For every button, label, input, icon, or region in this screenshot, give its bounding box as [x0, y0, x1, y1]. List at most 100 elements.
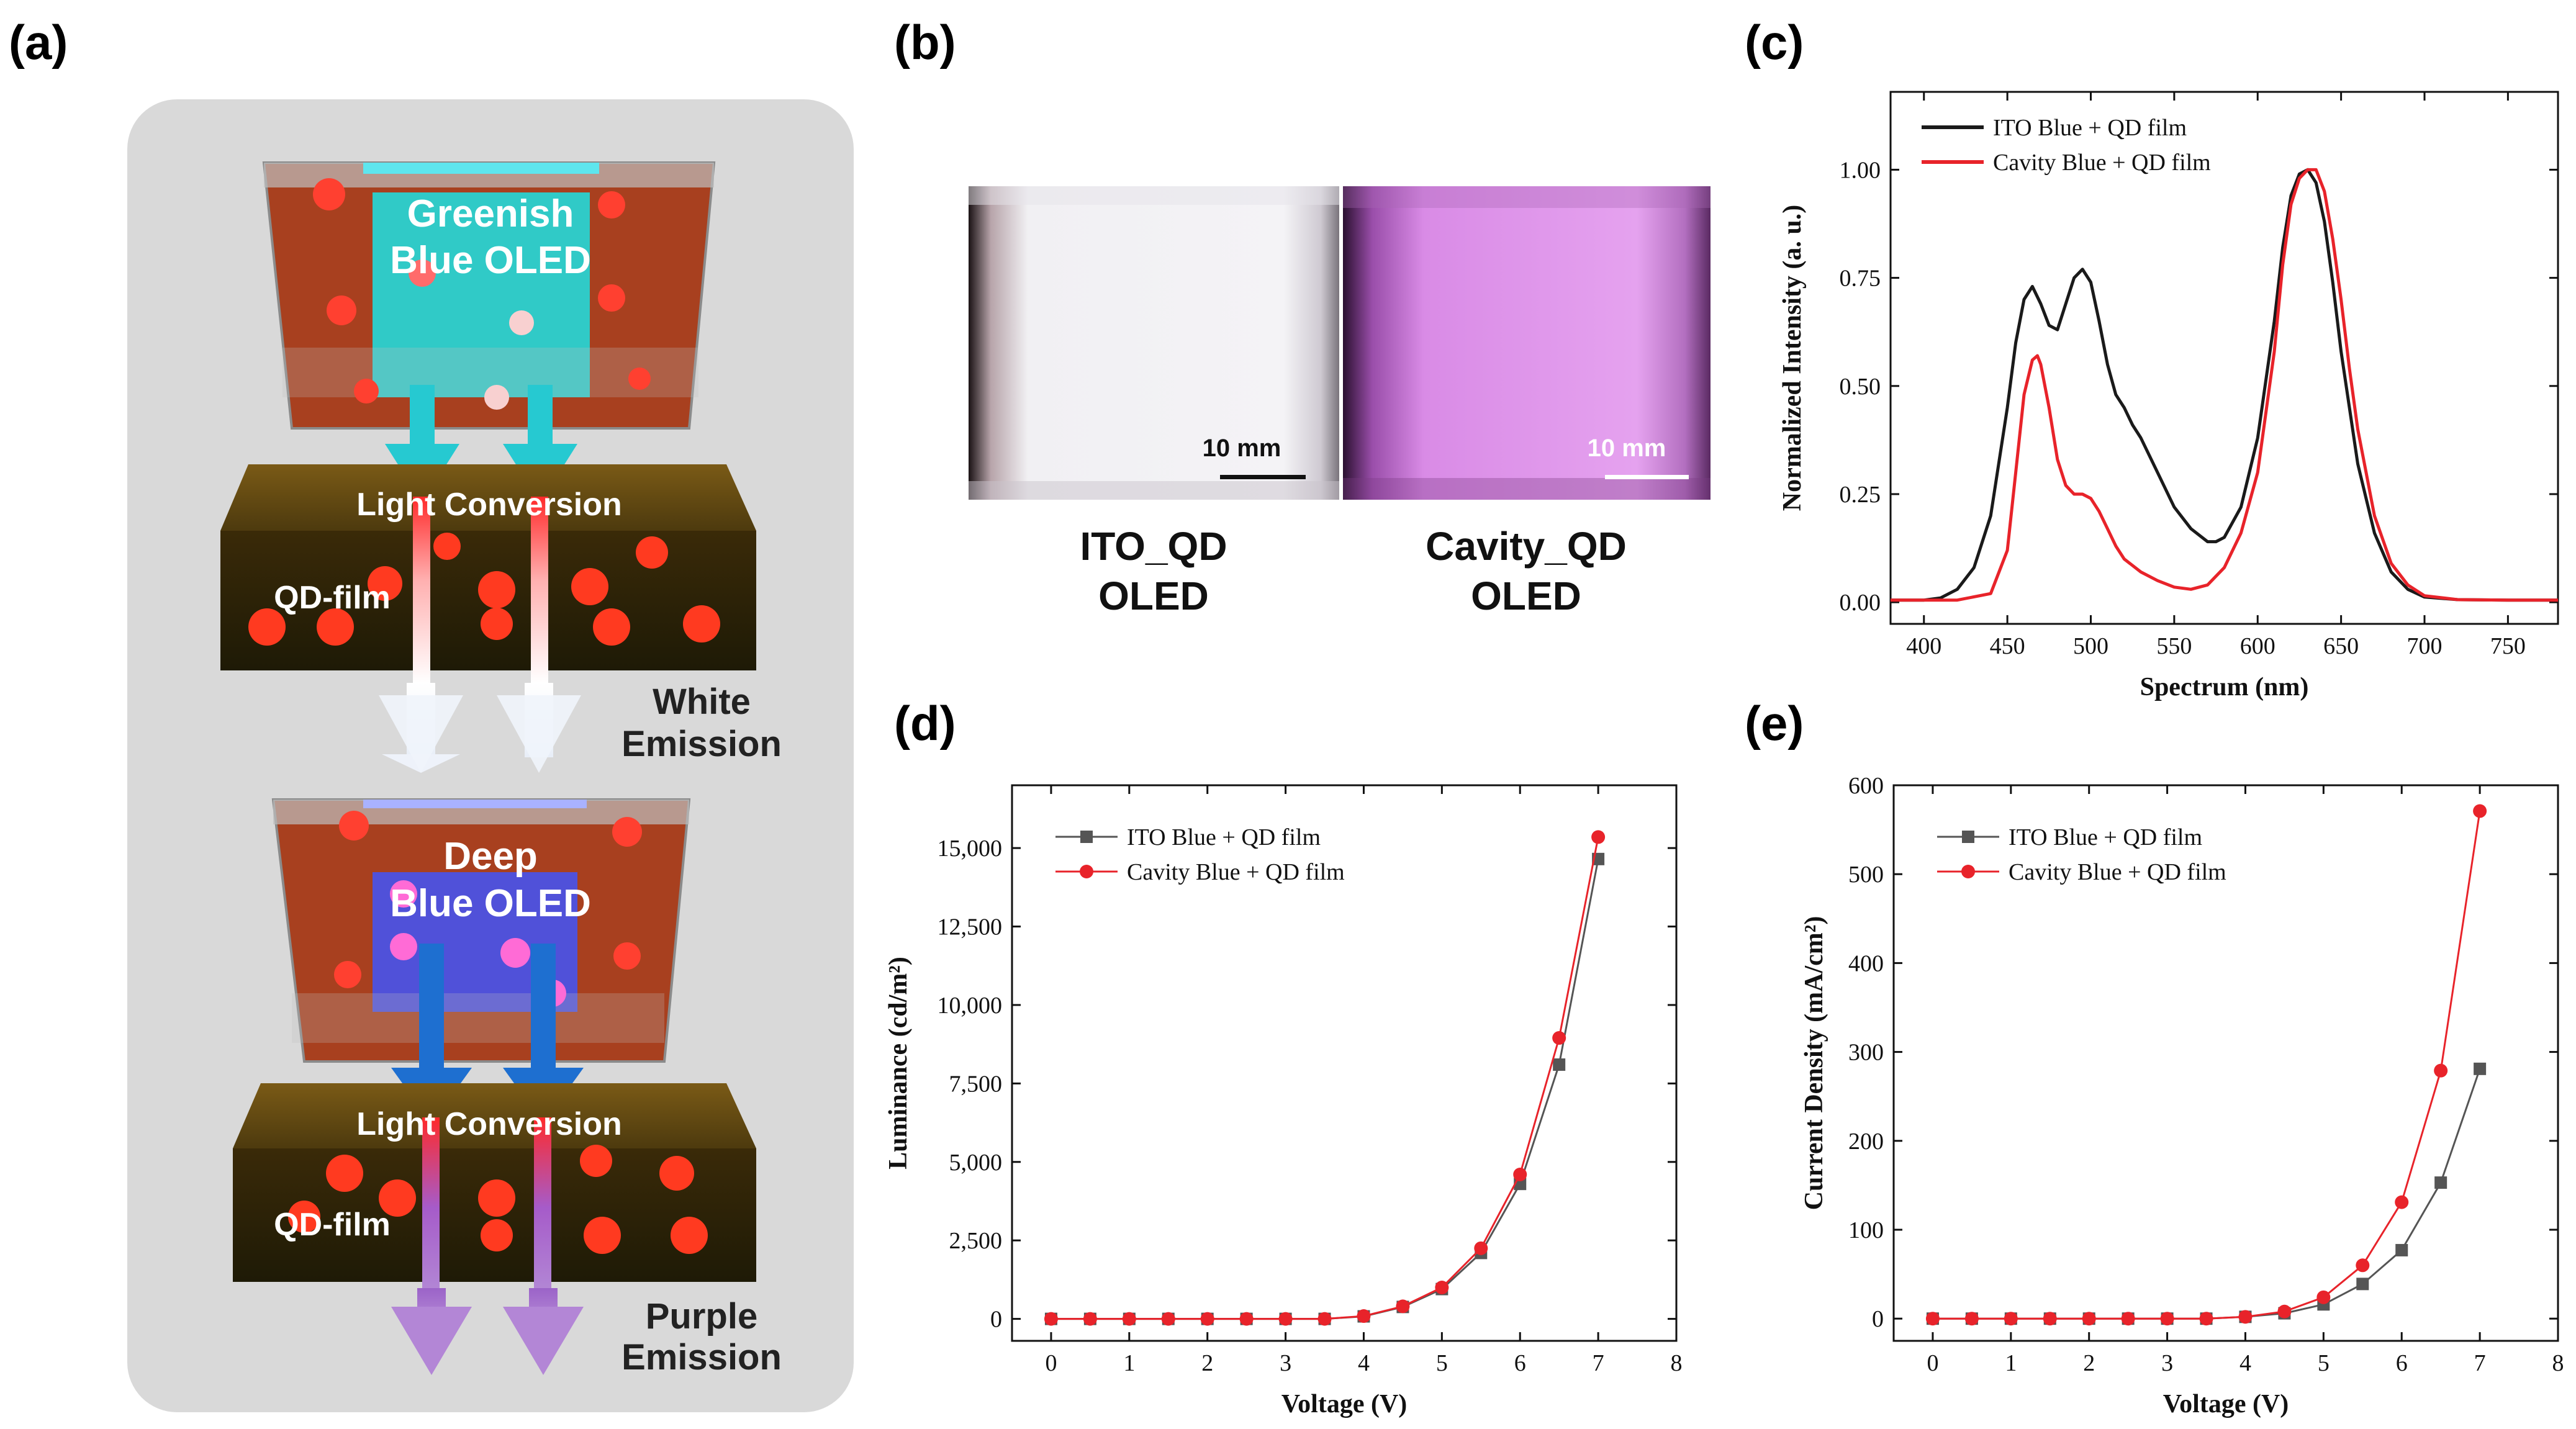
data-point-cavity: [2434, 1063, 2448, 1078]
x-tick-label: 4: [1358, 1350, 1370, 1376]
x-tick-label: 1: [1123, 1350, 1135, 1376]
series-line-ito: [1932, 1068, 2481, 1320]
data-point-cavity: [2277, 1304, 2292, 1319]
y-tick-label: 500: [1848, 862, 1884, 888]
x-tick-label: 5: [1436, 1350, 1448, 1376]
data-point-cavity: [1357, 1309, 1371, 1323]
y-tick-label: 0.50: [1840, 374, 1881, 400]
white-emission-line1: White: [653, 682, 751, 722]
x-tick-label: 750: [2490, 633, 2526, 659]
data-point-cavity: [2473, 804, 2487, 818]
data-point-cavity: [1964, 1312, 1979, 1326]
series-line-cavity: [1932, 811, 2481, 1320]
schematic-panel: Greenish Blue OLED Light Conve: [127, 99, 854, 1412]
data-point-cavity: [2395, 1195, 2409, 1209]
data-point-cavity: [2238, 1310, 2253, 1324]
ito-scale-text: 10 mm: [1203, 435, 1281, 462]
y-axis-label: Luminance (cd/m²): [884, 957, 913, 1170]
y-tick-label: 15,000: [938, 836, 1003, 862]
data-point-cavity: [2160, 1312, 2174, 1326]
legend-label: Cavity Blue + QD film: [2009, 859, 2226, 885]
x-tick-label: 700: [2407, 633, 2443, 659]
data-point-cavity: [2316, 1290, 2331, 1304]
x-tick-label: 500: [2073, 633, 2108, 659]
x-tick-label: 8: [2552, 1350, 2564, 1376]
y-axis-label: Current Density (mA/cm²): [1800, 916, 1828, 1210]
y-tick-label: 7,500: [949, 1071, 1003, 1097]
x-tick-label: 450: [1990, 633, 2025, 659]
legend-marker: [1961, 865, 1975, 878]
cavity-scale-text: 10 mm: [1588, 435, 1666, 462]
legend-label: Cavity Blue + QD film: [1127, 859, 1345, 885]
cavity-qd-oled-photo: 10 mm: [1343, 186, 1711, 500]
data-point-ito: [2356, 1278, 2369, 1291]
purple-emission-line1: Purple: [646, 1296, 758, 1337]
panel-label-e: (e): [1745, 696, 1804, 751]
greenish-blue-oled-device: Greenish Blue OLED: [262, 161, 716, 430]
current-density-chart: 0 1 2 3 4 5 6 7 8 0 100 200 300 400 500 600 Voltage (V) C…: [1800, 773, 2564, 1418]
bottom-qd-film: Light Conversion QD-film: [233, 1083, 756, 1297]
legend-label: ITO Blue + QD film: [2009, 824, 2202, 850]
series-line-cavity: [1891, 168, 2558, 602]
data-point-cavity: [1278, 1312, 1293, 1326]
luminance-chart: 0 1 2 3 4 5 6 7 8 0 2,500 5,000 7,500 10,000 12,500 15,…: [884, 784, 1683, 1418]
legend-label: ITO Blue + QD film: [1127, 824, 1321, 850]
cavity-caption-line2: OLED: [1471, 574, 1581, 618]
data-point-ito: [2395, 1243, 2408, 1256]
x-tick-label: 6: [2396, 1350, 2408, 1376]
y-tick-label: 0.75: [1840, 266, 1881, 292]
x-tick-label: 8: [1671, 1350, 1683, 1376]
cavity-scale-bar: [1605, 475, 1689, 479]
x-tick-label: 2: [1201, 1350, 1213, 1376]
panel-label-b: (b): [894, 15, 956, 70]
data-point-cavity: [1083, 1312, 1097, 1326]
data-point-cavity: [1396, 1299, 1410, 1314]
y-tick-label: 12,500: [938, 914, 1003, 940]
y-tick-label: 100: [1848, 1217, 1884, 1243]
y-axis-label: Normalized Intensity (a. u.): [1778, 205, 1807, 511]
ito-caption-line2: OLED: [1098, 574, 1209, 618]
bottom-device-line1: Deep: [443, 835, 538, 878]
y-tick-label: 0.00: [1840, 590, 1881, 616]
top-qd-film: Light Conversion QD-film: [220, 464, 756, 683]
legend-label: Cavity Blue + QD film: [1993, 150, 2211, 176]
top-film-label: QD-film: [274, 580, 391, 616]
data-point-ito: [2474, 1062, 2487, 1075]
y-tick-label: 10,000: [938, 993, 1003, 1019]
data-point-cavity: [2121, 1312, 2135, 1326]
y-tick-label: 600: [1848, 773, 1884, 799]
x-tick-label: 6: [1514, 1350, 1526, 1376]
panel-label-c: (c): [1745, 15, 1804, 70]
ito-scale-bar: [1220, 475, 1306, 479]
data-point-cavity: [2082, 1312, 2096, 1326]
ito-caption-line1: ITO_QD: [1080, 524, 1227, 569]
legend-label: ITO Blue + QD film: [1993, 115, 2187, 141]
data-point-cavity: [1239, 1312, 1254, 1326]
data-point-cavity: [1591, 830, 1606, 844]
y-tick-label: 0: [990, 1307, 1002, 1333]
bottom-conversion-label: Light Conversion: [356, 1106, 622, 1142]
x-tick-label: 0: [1927, 1350, 1938, 1376]
deep-blue-oled-device: Deep Blue OLED: [271, 798, 691, 1063]
x-tick-label: 4: [2239, 1350, 2251, 1376]
x-axis-label: Spectrum (nm): [2140, 673, 2309, 701]
plot-frame: [1889, 91, 2559, 625]
x-tick-label: 3: [2161, 1350, 2173, 1376]
x-tick-label: 3: [1280, 1350, 1291, 1376]
data-point-cavity: [2043, 1312, 2057, 1326]
device-photos-panel: 10 mm 10 mm ITO_QD OLED Cavity_QD OLED: [969, 186, 1711, 618]
y-tick-label: 5,000: [949, 1150, 1003, 1176]
y-tick-label: 2,500: [949, 1228, 1003, 1254]
data-point-cavity: [1122, 1312, 1136, 1326]
plot-frame: [1011, 784, 1678, 1342]
plot-frame: [1892, 784, 2559, 1342]
x-axis-label: Voltage (V): [1281, 1390, 1408, 1418]
data-point-cavity: [1200, 1312, 1214, 1326]
series-line-ito: [1051, 859, 1599, 1320]
data-point-cavity: [2356, 1258, 2370, 1273]
y-tick-label: 0.25: [1840, 482, 1881, 508]
x-tick-label: 7: [2474, 1350, 2486, 1376]
x-tick-label: 650: [2323, 633, 2359, 659]
data-point-cavity: [1474, 1241, 1488, 1255]
y-tick-label: 300: [1848, 1040, 1884, 1066]
